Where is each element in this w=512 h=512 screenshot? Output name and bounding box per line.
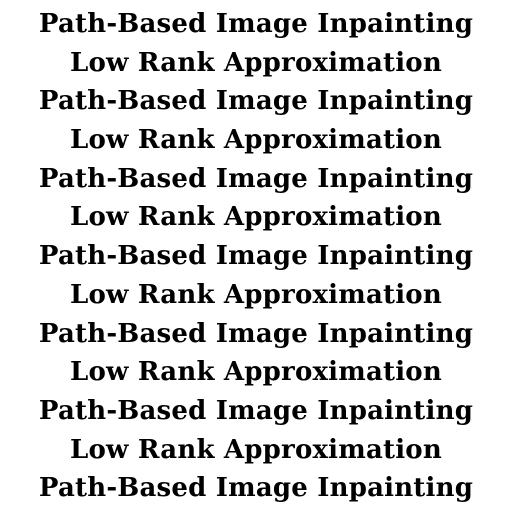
text-line-low-rank-approximation: Low Rank Approximation: [70, 279, 442, 310]
text-lines: Path-Based Image Inpainting Low Rank App…: [0, 5, 512, 508]
text-line-path-based-image-inpainting: Path-Based Image Inpainting: [38, 9, 474, 39]
text-line-path-based-image-inpainting: Path-Based Image Inpainting: [38, 473, 474, 504]
text-line-path-based-image-inpainting: Path-Based Image Inpainting: [38, 163, 474, 194]
text-line-path-based-image-inpainting: Path-Based Image Inpainting: [38, 86, 474, 117]
text-line-path-based-image-inpainting: Path-Based Image Inpainting: [38, 241, 474, 272]
text-line-low-rank-approximation: Low Rank Approximation: [70, 202, 442, 233]
text-line-low-rank-approximation: Low Rank Approximation: [70, 47, 442, 78]
text-line-low-rank-approximation: Low Rank Approximation: [70, 357, 442, 388]
text-line-low-rank-approximation: Low Rank Approximation: [70, 434, 442, 465]
text-line-path-based-image-inpainting: Path-Based Image Inpainting: [38, 318, 474, 349]
text-line-path-based-image-inpainting: Path-Based Image Inpainting: [38, 395, 474, 426]
text-line-low-rank-approximation: Low Rank Approximation: [70, 125, 442, 156]
